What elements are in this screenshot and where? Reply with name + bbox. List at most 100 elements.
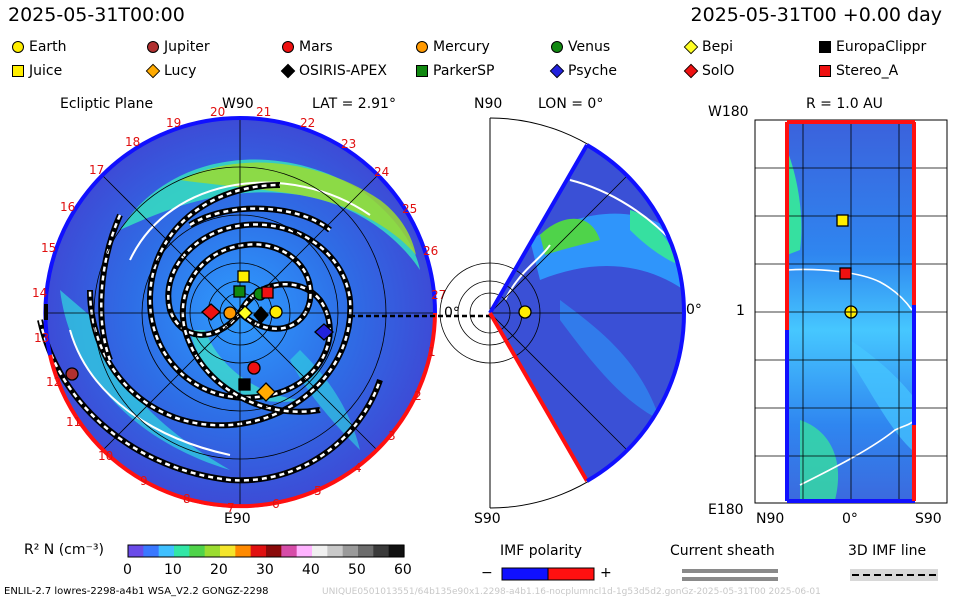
meridional-earth-marker	[518, 305, 532, 319]
colorbar-label: R² N (cm⁻³)	[24, 542, 104, 558]
colorbar-swatch	[158, 545, 175, 557]
sector-number: 19	[166, 116, 181, 130]
ecliptic-top-label: W90	[222, 96, 254, 112]
colorbar-tick: 20	[210, 562, 228, 578]
colorbar-swatch	[312, 545, 328, 557]
legend-item-stereo-a: Stereo_A	[819, 63, 898, 79]
sector-number: 9	[140, 474, 148, 488]
ecliptic-title: Ecliptic Plane	[60, 96, 154, 112]
legend-item-jupiter: Jupiter	[147, 39, 210, 55]
colorbar-swatch	[266, 545, 282, 557]
colorbar-tick: 40	[302, 562, 320, 578]
meridional-top-label: N90	[474, 96, 503, 112]
imf-polarity-minus: −	[481, 565, 493, 581]
sector-number: 12	[46, 375, 61, 389]
legend-item-mercury: Mercury	[416, 39, 490, 55]
colorbar-swatch	[373, 545, 390, 557]
sector-number: 18	[125, 135, 140, 149]
radial-mid-left-label: 1	[736, 303, 745, 319]
parkersp-marker-icon	[416, 65, 428, 77]
colorbar-swatch	[220, 545, 236, 557]
sector-number: 10	[98, 449, 113, 463]
osiris-apex-marker	[253, 306, 269, 324]
colorbar-swatch	[128, 545, 144, 557]
colorbar-swatch	[250, 545, 267, 557]
jupiter-marker-icon	[147, 41, 159, 53]
sector-number: 16	[60, 200, 75, 214]
legend-item-bepi: Bepi	[683, 39, 733, 55]
mercury-marker	[223, 306, 237, 320]
imf-polarity-plus: +	[600, 565, 612, 581]
imf-field-lines	[37, 182, 383, 484]
ecliptic-lat-label: LAT = 2.91°	[312, 96, 396, 112]
colorbar-tick: 50	[348, 562, 366, 578]
sector-number: 22	[300, 116, 315, 130]
ecliptic-right-label: 0°	[444, 305, 460, 321]
colorbar-tick: 30	[256, 562, 274, 578]
colorbar-tick: 10	[164, 562, 182, 578]
imf-line-symbol	[850, 569, 938, 581]
radial-stereo-a-marker	[839, 267, 852, 280]
sector-number: 1	[428, 345, 436, 359]
stereo-a-marker-icon	[819, 65, 831, 77]
meridional-lon-label: LON = 0°	[538, 96, 604, 112]
imf-polarity-bar	[501, 567, 595, 581]
radial-bottom-label-s90: S90	[915, 511, 942, 527]
colorbar-swatch	[358, 545, 374, 557]
legend-item-europaclipper: EuropaClippr	[819, 39, 926, 55]
colorbar-swatch	[388, 545, 405, 557]
sector-number: 21	[256, 105, 271, 119]
sector-number: 14	[32, 286, 47, 300]
mercury-marker-icon	[416, 41, 428, 53]
colorbar	[127, 544, 405, 558]
meridional-right-label: 0°	[686, 302, 702, 318]
sector-number: 20	[210, 105, 225, 119]
mars-marker	[247, 361, 261, 375]
colorbar-swatch	[235, 545, 252, 557]
radial-bottom-label-0: 0°	[842, 511, 858, 527]
stereo-a-marker	[261, 286, 274, 299]
sector-number: 11	[66, 415, 81, 429]
sector-number: 26	[423, 244, 438, 258]
europaclipper-marker-icon	[819, 41, 831, 53]
sector-number: 27	[431, 288, 446, 302]
juice-marker-icon	[12, 65, 24, 77]
sector-number: 7	[227, 501, 235, 515]
sector-number: 5	[314, 484, 322, 498]
radial-bottom-left-label: E180	[708, 502, 744, 518]
earth-marker-icon	[12, 41, 24, 53]
earth-marker	[269, 305, 283, 319]
sector-number: 25	[402, 202, 417, 216]
radial-bottom-label-n90: N90	[756, 511, 785, 527]
sector-number: 23	[341, 137, 356, 151]
mars-marker-icon	[282, 41, 294, 53]
legend-item-parkersp: ParkerSP	[416, 63, 494, 79]
legend-item-osiris-apex: OSIRIS-APEX	[280, 63, 387, 79]
colorbar-swatch	[189, 545, 206, 557]
radial-title: R = 1.0 AU	[806, 96, 883, 112]
left-datetime: 2025-05-31T00:00	[8, 4, 185, 26]
footer-run-id: UNIQUE0501013551/64b135e90x1.2298-a4b1.1…	[322, 587, 821, 597]
radial-panel	[754, 119, 948, 504]
legend-item-psyche: Psyche	[549, 63, 617, 79]
ecliptic-bottom-label: E90	[224, 511, 251, 527]
parkersp-marker	[233, 285, 246, 298]
europaclipper-marker	[238, 378, 251, 391]
colorbar-swatch	[143, 545, 160, 557]
legend-item-venus: Venus	[551, 39, 610, 55]
colorbar-swatch	[342, 545, 359, 557]
footer-model-info: ENLIL-2.7 lowres-2298-a4b1 WSA_V2.2 GONG…	[4, 586, 269, 597]
juice-marker	[237, 270, 250, 283]
legend-item-solo: SolO	[683, 63, 734, 79]
colorbar-swatch	[327, 545, 344, 557]
sector-number: 4	[354, 461, 362, 475]
legend-item-earth: Earth	[12, 39, 67, 55]
sector-numbers: 20 21 22 23 24 25 26 27 1 2 3 4 5 6 7 8 …	[32, 105, 446, 515]
radial-top-left-label: W180	[708, 104, 749, 120]
sector-number: 17	[89, 163, 104, 177]
sector-number: 6	[272, 497, 280, 511]
sector-number: 8	[183, 492, 191, 506]
venus-marker-icon	[551, 41, 563, 53]
colorbar-swatch	[174, 545, 190, 557]
